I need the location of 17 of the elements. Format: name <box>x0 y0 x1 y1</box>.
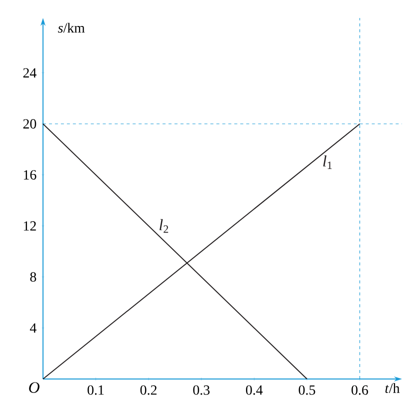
x-axis-title: t/h <box>385 383 400 394</box>
y-tick-label: 8 <box>30 272 36 282</box>
y-tick-label: 4 <box>30 323 36 333</box>
y-tick-label: 12 <box>24 221 36 231</box>
x-tick-label: 0.4 <box>246 385 263 395</box>
y-tick-label: 24 <box>23 68 36 78</box>
series-label: l$_{1}$ <box>323 155 332 169</box>
x-tick-label: 0.3 <box>193 385 210 395</box>
y-tick-label: 20 <box>23 119 36 129</box>
y-axis-title: s/km <box>58 22 85 33</box>
x-tick-label: 0.6 <box>352 385 368 395</box>
y-tick-label: 16 <box>24 170 36 180</box>
series-label: l$_{2}$ <box>160 219 168 233</box>
x-tick-label: 0.5 <box>298 385 316 395</box>
x-tick-label: 0.2 <box>140 385 157 395</box>
text: O <box>29 382 40 393</box>
x-tick-label: 0.1 <box>88 385 104 395</box>
